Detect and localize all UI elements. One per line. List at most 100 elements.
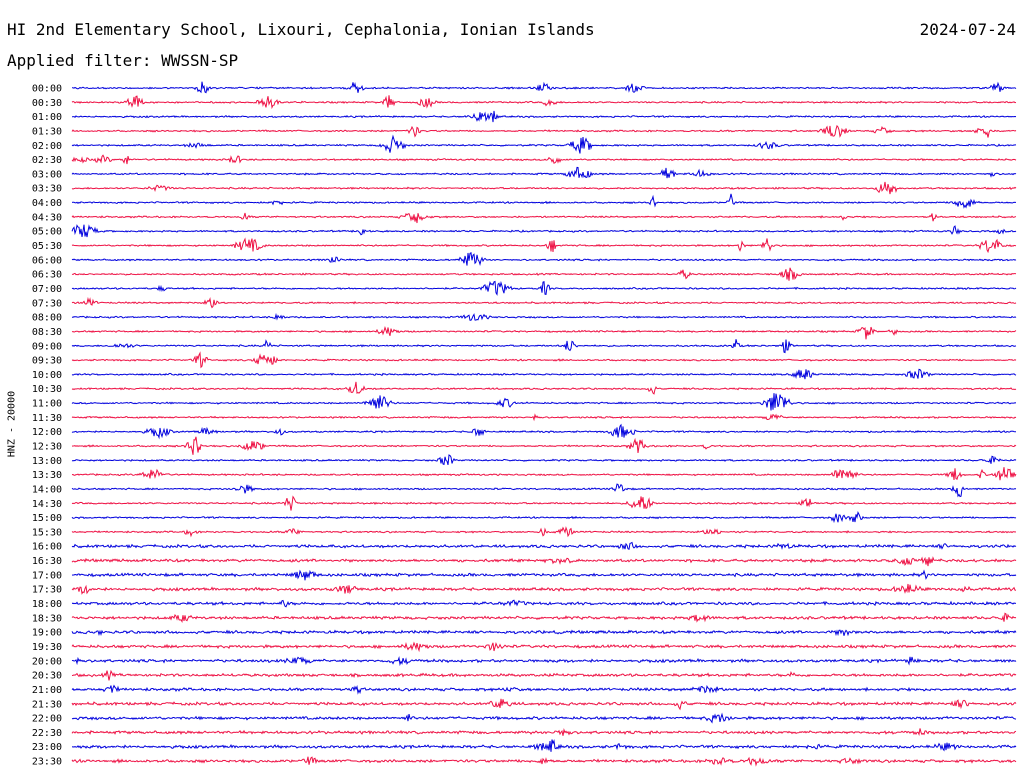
trace-0600 [71, 252, 1017, 267]
tick-label-0700: 07:00 [32, 284, 62, 295]
trace-1730 [71, 583, 1017, 595]
tick-label-1930: 19:30 [32, 642, 62, 653]
trace-1100 [71, 393, 1017, 411]
tick-label-0230: 02:30 [32, 155, 62, 166]
tick-label-0330: 03:30 [32, 184, 62, 195]
trace-1500 [71, 511, 1017, 524]
tick-label-1300: 13:00 [32, 456, 62, 467]
tick-label-0000: 00:00 [32, 84, 62, 95]
tick-label-1000: 10:00 [32, 370, 62, 381]
tick-label-1530: 15:30 [32, 527, 62, 538]
trace-2200 [71, 712, 1017, 724]
tick-label-0430: 04:30 [32, 212, 62, 223]
trace-2130 [71, 698, 1017, 711]
tick-label-1830: 18:30 [32, 613, 62, 624]
tick-label-2300: 23:00 [32, 742, 62, 753]
trace-1130 [71, 413, 1017, 422]
trace-1430 [71, 495, 1017, 511]
trace-0500 [71, 224, 1017, 238]
trace-0200 [71, 134, 1017, 154]
trace-1800 [71, 599, 1017, 608]
tick-label-2000: 20:00 [32, 656, 62, 667]
tick-label-2030: 20:30 [32, 671, 62, 682]
tick-label-0130: 01:30 [32, 126, 62, 137]
plot-title: HI 2nd Elementary School, Lixouri, Cepha… [7, 20, 595, 39]
trace-2330 [71, 756, 1017, 767]
trace-1600 [71, 541, 1017, 551]
plot-date: 2024-07-24 [919, 20, 1016, 39]
tick-label-0300: 03:00 [32, 169, 62, 180]
tick-label-0830: 08:30 [32, 327, 62, 338]
tick-label-1730: 17:30 [32, 585, 62, 596]
trace-0530 [71, 237, 1017, 254]
trace-1030 [71, 381, 1017, 395]
trace-1200 [71, 423, 1017, 440]
trace-0130 [71, 124, 1017, 138]
tick-label-2100: 21:00 [32, 685, 62, 696]
tick-label-2130: 21:30 [32, 699, 62, 710]
tick-label-1500: 15:00 [32, 513, 62, 524]
trace-0000 [71, 81, 1017, 94]
tick-label-0100: 01:00 [32, 112, 62, 123]
tick-label-0600: 06:00 [32, 255, 62, 266]
trace-1630 [71, 556, 1017, 567]
tick-label-1100: 11:00 [32, 399, 62, 410]
tick-label-0900: 09:00 [32, 341, 62, 352]
trace-0930 [71, 351, 1017, 369]
tick-label-1600: 16:00 [32, 542, 62, 553]
trace-2000 [71, 656, 1017, 667]
trace-1830 [71, 612, 1017, 623]
time-tick-labels: 00:00 00:30 01:00 01:30 02:00 02:30 03:00 03:30… [32, 84, 62, 768]
tick-label-1700: 17:00 [32, 570, 62, 581]
trace-0400 [71, 193, 1016, 209]
tick-label-2330: 23:30 [32, 757, 62, 768]
trace-1400 [71, 483, 1017, 498]
trace-0100 [72, 110, 1017, 123]
trace-0030 [71, 95, 1017, 110]
tick-label-1330: 13:30 [32, 470, 62, 481]
trace-1300 [71, 454, 1017, 466]
tick-label-0630: 06:30 [32, 270, 62, 281]
tick-label-0400: 04:00 [32, 198, 62, 209]
trace-0700 [71, 280, 1017, 296]
trace-1700 [71, 569, 1017, 581]
trace-1230 [71, 436, 1017, 455]
trace-0430 [71, 212, 1017, 224]
tick-label-0800: 08:00 [32, 313, 62, 324]
trace-0230 [71, 154, 1017, 165]
tick-label-1630: 16:30 [32, 556, 62, 567]
filter-label: Applied filter: WWSSN-SP [7, 51, 239, 70]
trace-0630 [71, 267, 1017, 281]
trace-2300 [71, 739, 1017, 752]
trace-0300 [71, 166, 1017, 179]
trace-0330 [71, 181, 1017, 195]
trace-0900 [71, 339, 1017, 354]
tick-label-1800: 18:00 [32, 599, 62, 610]
tick-label-1430: 14:30 [32, 499, 62, 510]
trace-0800 [71, 312, 1017, 321]
seismic-traces [71, 81, 1017, 767]
tick-label-2230: 22:30 [32, 728, 62, 739]
tick-label-0030: 00:30 [32, 98, 62, 109]
tick-label-0200: 02:00 [32, 141, 62, 152]
tick-label-1400: 14:00 [32, 484, 62, 495]
tick-label-1230: 12:30 [32, 442, 62, 453]
tick-label-1030: 10:30 [32, 384, 62, 395]
tick-label-1900: 19:00 [32, 628, 62, 639]
tick-label-0730: 07:30 [32, 298, 62, 309]
trace-1530 [71, 526, 1017, 538]
trace-1000 [71, 368, 1017, 380]
tick-label-0930: 09:30 [32, 356, 62, 367]
trace-1930 [71, 641, 1017, 653]
trace-0730 [71, 296, 1017, 309]
tick-label-1130: 11:30 [32, 413, 62, 424]
tick-label-2200: 22:00 [32, 714, 62, 725]
trace-0830 [71, 325, 1017, 340]
tick-label-0500: 05:00 [32, 227, 62, 238]
trace-2230 [71, 728, 1017, 736]
trace-1900 [71, 629, 1017, 637]
trace-2100 [71, 684, 1017, 695]
trace-2030 [71, 669, 1017, 681]
tick-label-0530: 05:30 [32, 241, 62, 252]
